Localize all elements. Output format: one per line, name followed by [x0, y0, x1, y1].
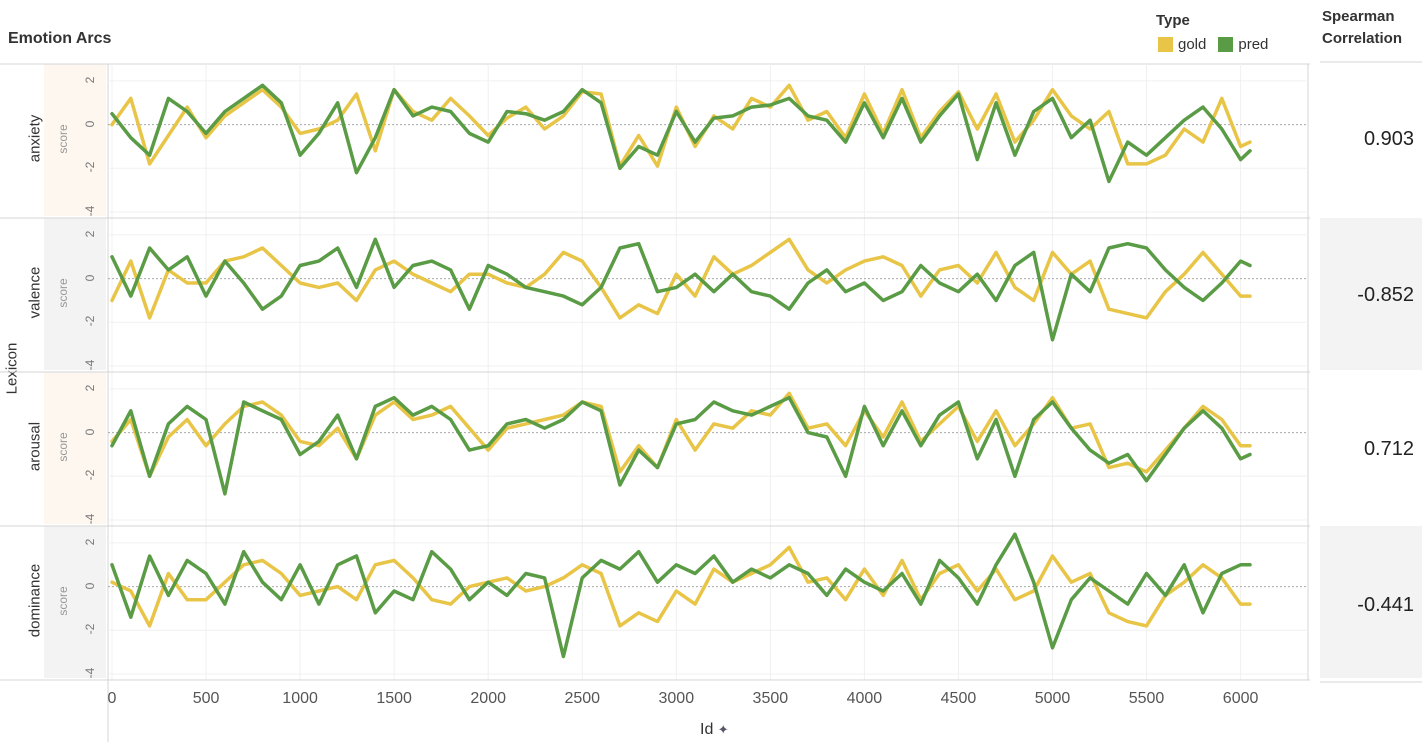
legend-title: Type [1156, 12, 1190, 29]
x-tick-label: 1500 [376, 690, 412, 707]
legend: gold pred [1158, 36, 1268, 53]
correlation-header: Spearman Correlation [1322, 8, 1403, 47]
correlation-cell-dominance: -0.441 [1320, 526, 1422, 678]
series-line-anxiety-gold [110, 83, 1252, 168]
correlation-value: 0.903 [1363, 128, 1414, 150]
x-tick-label: 4500 [940, 690, 977, 707]
x-tick-label: 4000 [846, 690, 883, 707]
series-line-dominance-gold [110, 545, 1252, 628]
correlation-cell-valence: -0.852 [1320, 218, 1422, 370]
correlation-value: -0.852 [1357, 284, 1414, 306]
legend-label-gold: gold [1178, 36, 1207, 53]
series-line-anxiety-pred [110, 83, 1252, 184]
series-line-valence-pred [110, 237, 1252, 342]
legend-item-pred[interactable]: pred [1218, 36, 1268, 53]
pin-icon[interactable]: ✦ [717, 722, 729, 737]
legend-swatch-pred [1218, 37, 1234, 52]
series-line-dominance-pred [110, 532, 1252, 659]
legend-label-pred: pred [1238, 36, 1269, 53]
series-line-arousal-pred [110, 395, 1252, 496]
score-band-anxiety [44, 64, 106, 216]
x-tick-label: 0 [107, 690, 117, 707]
series-line-arousal-gold [110, 391, 1252, 479]
x-tick-label: 2000 [470, 690, 506, 707]
x-tick-label: 5000 [1034, 690, 1071, 707]
x-tick-label: 5500 [1128, 690, 1165, 707]
chart-title: Emotion Arcs [8, 30, 112, 47]
score-band-dominance [44, 526, 106, 678]
correlation-value: -0.441 [1357, 594, 1414, 616]
x-tick-label: 3500 [752, 690, 789, 707]
x-tick-label: 6000 [1222, 690, 1259, 707]
x-tick-label: 3000 [658, 690, 695, 707]
series-line-valence-gold [110, 237, 1252, 320]
correlation-cell-arousal: 0.712 [1320, 372, 1422, 524]
score-band-arousal [44, 372, 106, 524]
x-tick-label: 1000 [282, 690, 318, 707]
legend-item-gold[interactable]: gold [1158, 36, 1206, 53]
x-tick-label: 2500 [564, 690, 601, 707]
correlation-cell-anxiety: 0.903 [1320, 64, 1422, 216]
x-tick-label: 500 [192, 690, 220, 707]
x-axis-label: Id ✦ [700, 721, 729, 739]
x-axis-label-text: Id [700, 721, 714, 738]
legend-swatch-gold [1158, 37, 1173, 52]
correlation-value: 0.712 [1363, 438, 1414, 460]
score-band-valence [44, 218, 106, 370]
